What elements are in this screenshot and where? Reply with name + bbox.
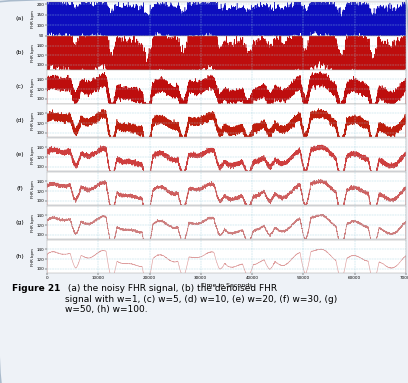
Y-axis label: FHR bpm: FHR bpm <box>31 146 35 164</box>
Text: (g): (g) <box>16 220 24 225</box>
Y-axis label: FHR bpm: FHR bpm <box>31 78 35 96</box>
Y-axis label: FHR bpm: FHR bpm <box>31 180 35 198</box>
Y-axis label: FHR bpm: FHR bpm <box>31 112 35 129</box>
Text: (a) the noisy FHR signal, (b) the denoised FHR
signal with w=1, (c) w=5, (d) w=1: (a) the noisy FHR signal, (b) the denois… <box>65 284 337 314</box>
Text: (c): (c) <box>16 84 24 89</box>
Text: (b): (b) <box>16 50 24 55</box>
Y-axis label: FHR bpm: FHR bpm <box>31 214 35 232</box>
Y-axis label: FHR bpm: FHR bpm <box>31 248 35 265</box>
Text: (e): (e) <box>16 152 24 157</box>
Y-axis label: FHR bpm: FHR bpm <box>31 44 35 62</box>
Text: (h): (h) <box>16 254 24 259</box>
Text: (d): (d) <box>16 118 24 123</box>
Text: (f): (f) <box>17 186 23 191</box>
X-axis label: Time in Seconds: Time in Seconds <box>201 283 252 288</box>
Y-axis label: FHR bpm: FHR bpm <box>31 10 35 28</box>
Text: Figure 21: Figure 21 <box>12 284 60 293</box>
Text: (a): (a) <box>16 16 24 21</box>
